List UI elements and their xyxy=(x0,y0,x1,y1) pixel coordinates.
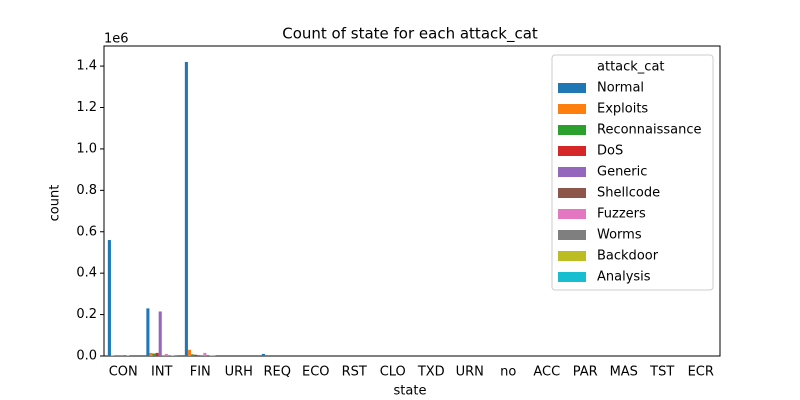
x-tick-label: URH xyxy=(225,365,253,380)
legend-swatch xyxy=(558,167,586,177)
y-axis-label: count xyxy=(48,185,63,222)
y-tick-label: 0.6 xyxy=(76,224,97,239)
bar xyxy=(149,352,153,356)
bar xyxy=(107,240,111,356)
legend-swatch xyxy=(558,209,586,219)
legend-label: Shellcode xyxy=(597,186,660,201)
legend-swatch xyxy=(558,272,586,282)
x-tick-label: ECR xyxy=(688,365,714,380)
x-tick-label: CON xyxy=(109,365,138,380)
legend-title: attack_cat xyxy=(597,60,665,75)
legend-swatch xyxy=(558,188,586,198)
x-tick-label: RST xyxy=(342,365,367,380)
legend-label: Worms xyxy=(597,228,642,243)
legend-swatch xyxy=(558,104,586,114)
legend-swatch xyxy=(558,230,586,240)
y-tick-label: 0.4 xyxy=(76,266,97,281)
bar xyxy=(152,353,156,356)
bar xyxy=(184,61,188,357)
x-tick-label: REQ xyxy=(264,365,291,380)
legend-swatch xyxy=(558,146,586,156)
x-tick-label: PAR xyxy=(573,365,598,380)
x-tick-label: ACC xyxy=(533,365,560,380)
x-tick-label: no xyxy=(500,365,516,380)
bar xyxy=(187,349,192,356)
legend-label: Backdoor xyxy=(597,249,659,264)
bar xyxy=(191,354,195,356)
legend-label: DoS xyxy=(597,144,623,159)
legend-label: Normal xyxy=(597,81,644,96)
legend-label: Exploits xyxy=(597,102,648,117)
legend-swatch xyxy=(558,251,586,261)
y-tick-label: 1.4 xyxy=(76,59,97,74)
legend-swatch xyxy=(558,125,586,135)
x-tick-label: TST xyxy=(649,365,674,380)
plot-frame xyxy=(103,45,721,357)
bar xyxy=(203,352,207,356)
x-tick-label: MAS xyxy=(610,365,638,380)
x-tick-label: TXD xyxy=(417,365,445,380)
x-tick-label: ECO xyxy=(302,365,330,380)
bar xyxy=(194,354,198,356)
x-tick-label: FIN xyxy=(190,365,211,380)
bar xyxy=(155,352,159,356)
legend-label: Reconnaissance xyxy=(597,123,702,138)
bar xyxy=(146,308,150,356)
x-axis-label: state xyxy=(394,384,427,399)
chart-title: Count of state for each attack_cat xyxy=(282,25,538,44)
y-offset-label: 1e6 xyxy=(104,32,129,47)
x-tick-label: URN xyxy=(456,365,484,380)
y-tick-label: 1.2 xyxy=(76,100,97,115)
y-tick-label: 0.0 xyxy=(76,349,97,364)
y-tick-label: 0.2 xyxy=(76,307,97,322)
bar xyxy=(197,354,201,356)
bar xyxy=(158,311,162,356)
bar xyxy=(164,353,168,356)
legend-label: Fuzzers xyxy=(597,207,646,222)
legend-swatch xyxy=(558,83,586,93)
y-tick-label: 0.8 xyxy=(76,183,97,198)
legend-box xyxy=(551,54,714,291)
y-tick-label: 1.0 xyxy=(76,141,97,156)
legend-label: Generic xyxy=(597,165,647,180)
x-tick-label: INT xyxy=(151,365,173,380)
legend-label: Analysis xyxy=(597,270,651,285)
x-tick-label: CLO xyxy=(380,365,406,380)
bar xyxy=(261,353,265,356)
